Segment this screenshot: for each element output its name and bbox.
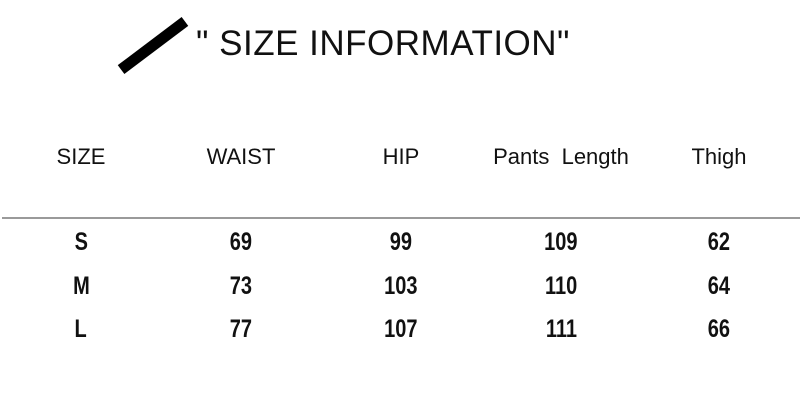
cell-value: 109 bbox=[544, 228, 578, 256]
table-cell: 110 bbox=[481, 272, 641, 301]
cell-value: 66 bbox=[707, 315, 731, 343]
column-header: Thigh bbox=[691, 144, 747, 169]
table-cell: 73 bbox=[161, 272, 321, 301]
cell-value: 69 bbox=[229, 228, 253, 256]
cell-value: 110 bbox=[544, 272, 578, 300]
slash-decoration-icon bbox=[117, 17, 189, 74]
cell-value: 62 bbox=[707, 228, 731, 256]
cell-value: 103 bbox=[384, 272, 418, 300]
table-cell: 109 bbox=[481, 228, 641, 257]
table-cell: 66 bbox=[639, 315, 799, 344]
header-divider bbox=[2, 217, 800, 219]
table-cell: 69 bbox=[161, 228, 321, 257]
cell-value: 77 bbox=[229, 315, 253, 343]
size-label: L bbox=[1, 315, 161, 344]
page-title: " SIZE INFORMATION" bbox=[196, 24, 570, 63]
table-cell: 77 bbox=[161, 315, 321, 344]
size-label: S bbox=[1, 228, 161, 257]
table-cell: 64 bbox=[639, 272, 799, 301]
cell-value: L bbox=[74, 315, 88, 343]
cell-value: 64 bbox=[707, 272, 731, 300]
table-cell: 107 bbox=[321, 315, 481, 344]
cell-value: S bbox=[74, 228, 88, 256]
column-header: WAIST bbox=[206, 144, 276, 169]
column-header: Pants Length bbox=[493, 144, 629, 169]
cell-value: M bbox=[72, 272, 90, 300]
table-cell: 99 bbox=[321, 228, 481, 257]
cell-value: 107 bbox=[384, 315, 418, 343]
column-header: HIP bbox=[382, 144, 420, 169]
table-cell: 62 bbox=[639, 228, 799, 257]
cell-value: 73 bbox=[229, 272, 253, 300]
table-cell: 103 bbox=[321, 272, 481, 301]
cell-value: 111 bbox=[545, 315, 577, 343]
column-header: SIZE bbox=[56, 144, 106, 169]
table-cell: 111 bbox=[481, 315, 641, 344]
size-label: M bbox=[1, 272, 161, 301]
cell-value: 99 bbox=[389, 228, 413, 256]
